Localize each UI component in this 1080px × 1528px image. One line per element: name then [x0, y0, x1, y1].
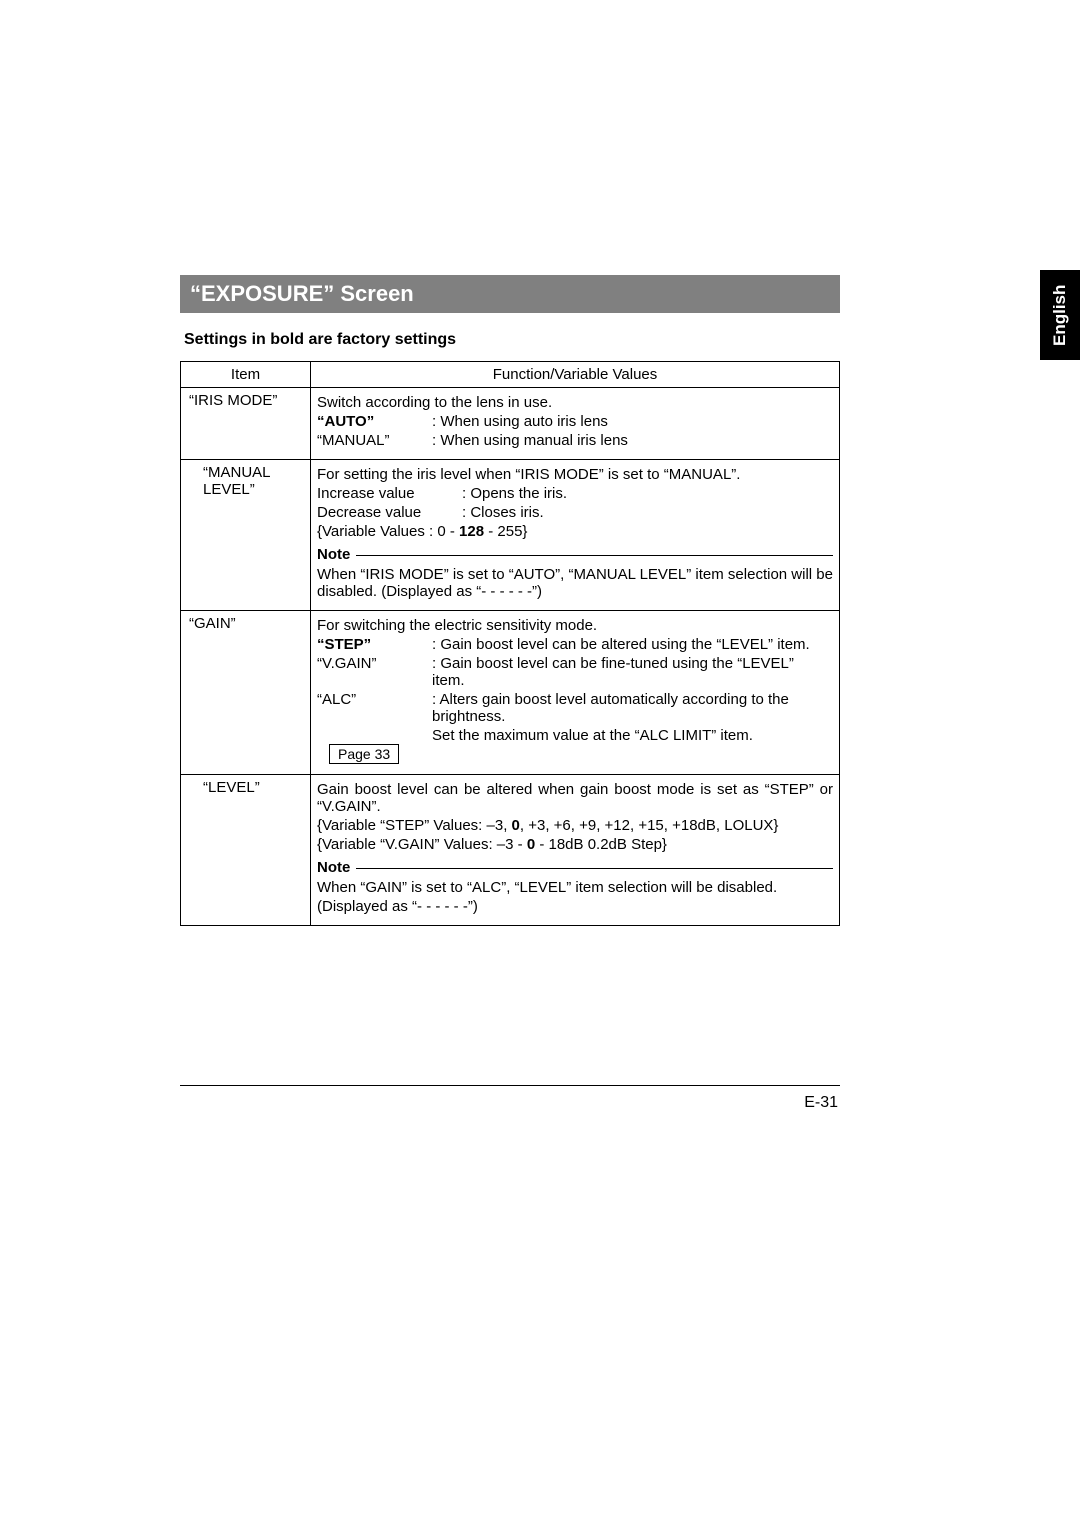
text-line: Increase value: Opens the iris. — [317, 485, 833, 502]
vgain-var-bold: 0 — [527, 836, 535, 853]
func-iris-mode: Switch according to the lens in use. “AU… — [311, 388, 840, 460]
option-vgain-label: “V.GAIN” — [317, 655, 432, 672]
dec-desc: : Closes iris. — [462, 504, 544, 521]
header-item: Item — [181, 362, 311, 388]
language-tab: English — [1040, 270, 1080, 360]
text-line: {Variable “V.GAIN” Values: –3 - 0 - 18dB… — [317, 836, 833, 853]
page-number: E-31 — [804, 1094, 838, 1112]
table-row: “LEVEL” Gain boost level can be altered … — [181, 775, 840, 926]
text-line: Set the maximum value at the “ALC LIMIT”… — [317, 727, 833, 764]
vgain-var-post: - 18dB 0.2dB Step} — [535, 836, 667, 853]
item-manual-level-l2: LEVEL” — [203, 481, 255, 498]
step-var-bold: 0 — [512, 817, 520, 834]
inc-desc: : Opens the iris. — [462, 485, 567, 502]
table-header-row: Item Function/Variable Values — [181, 362, 840, 388]
vgain-var-pre: {Variable “V.GAIN” Values: –3 - — [317, 836, 527, 853]
item-manual-level: “MANUAL LEVEL” — [181, 460, 311, 611]
text-line: {Variable “STEP” Values: –3, 0, +3, +6, … — [317, 817, 833, 834]
text-line: Gain boost level can be altered when gai… — [317, 781, 833, 815]
text-line: Switch according to the lens in use. — [317, 394, 833, 411]
text-line: For setting the iris level when “IRIS MO… — [317, 466, 833, 483]
page-title: “EXPOSURE” Screen — [180, 275, 840, 313]
option-step-label: “STEP” — [317, 636, 432, 653]
option-auto-label: “AUTO” — [317, 413, 432, 430]
note-divider: Note — [317, 859, 833, 875]
note-body-1: When “GAIN” is set to “ALC”, “LEVEL” ite… — [317, 879, 833, 896]
note-divider: Note — [317, 546, 833, 562]
table-row: “IRIS MODE” Switch according to the lens… — [181, 388, 840, 460]
step-var-post: , +3, +6, +9, +12, +15, +18dB, LOLUX} — [520, 817, 779, 834]
text-line: “AUTO”: When using auto iris lens — [317, 413, 833, 430]
note-body: When “IRIS MODE” is set to “AUTO”, “MANU… — [317, 566, 833, 600]
option-alc-desc2: Set the maximum value at the “ALC LIMIT”… — [432, 727, 753, 744]
text-line: Decrease value: Closes iris. — [317, 504, 833, 521]
content-area: “EXPOSURE” Screen Settings in bold are f… — [180, 275, 840, 926]
var-bold: 128 — [459, 523, 484, 540]
option-auto-desc: : When using auto iris lens — [432, 413, 608, 430]
option-manual-label: “MANUAL” — [317, 432, 432, 449]
func-manual-level: For setting the iris level when “IRIS MO… — [311, 460, 840, 611]
settings-table: Item Function/Variable Values “IRIS MODE… — [180, 361, 840, 926]
table-row: “MANUAL LEVEL” For setting the iris leve… — [181, 460, 840, 611]
step-var-pre: {Variable “STEP” Values: –3, — [317, 817, 512, 834]
text-line: “MANUAL”: When using manual iris lens — [317, 432, 833, 449]
note-label: Note — [317, 859, 356, 876]
footer-rule — [180, 1085, 840, 1086]
option-vgain-desc: : Gain boost level can be fine-tuned usi… — [432, 655, 828, 689]
item-manual-level-l1: “MANUAL — [203, 464, 271, 481]
option-step-desc: : Gain boost level can be altered using … — [432, 636, 828, 653]
func-gain: For switching the electric sensitivity m… — [311, 611, 840, 775]
item-iris-mode: “IRIS MODE” — [181, 388, 311, 460]
text-line: {Variable Values : 0 - 128 - 255} — [317, 523, 833, 540]
note-body-2: (Displayed as “- - - - - -”) — [317, 898, 833, 915]
item-level: “LEVEL” — [181, 775, 311, 926]
var-pre: {Variable Values : 0 - — [317, 523, 459, 540]
text-line: “V.GAIN”: Gain boost level can be fine-t… — [317, 655, 833, 689]
header-func: Function/Variable Values — [311, 362, 840, 388]
page-ref: Page 33 — [329, 744, 399, 764]
dec-label: Decrease value — [317, 504, 462, 521]
item-gain: “GAIN” — [181, 611, 311, 775]
func-level: Gain boost level can be altered when gai… — [311, 775, 840, 926]
option-alc-desc1: : Alters gain boost level automatically … — [432, 691, 828, 725]
note-rule — [317, 555, 833, 556]
text-line: “STEP”: Gain boost level can be altered … — [317, 636, 833, 653]
note-label: Note — [317, 546, 356, 563]
var-post: - 255} — [484, 523, 527, 540]
page: English “EXPOSURE” Screen Settings in bo… — [0, 0, 1080, 1528]
option-alc-label: “ALC” — [317, 691, 432, 708]
text-line: “ALC”: Alters gain boost level automatic… — [317, 691, 833, 725]
subtitle: Settings in bold are factory settings — [180, 331, 840, 349]
spacer — [317, 727, 432, 744]
inc-label: Increase value — [317, 485, 462, 502]
table-row: “GAIN” For switching the electric sensit… — [181, 611, 840, 775]
option-manual-desc: : When using manual iris lens — [432, 432, 628, 449]
text-line: For switching the electric sensitivity m… — [317, 617, 833, 634]
note-rule — [317, 868, 833, 869]
